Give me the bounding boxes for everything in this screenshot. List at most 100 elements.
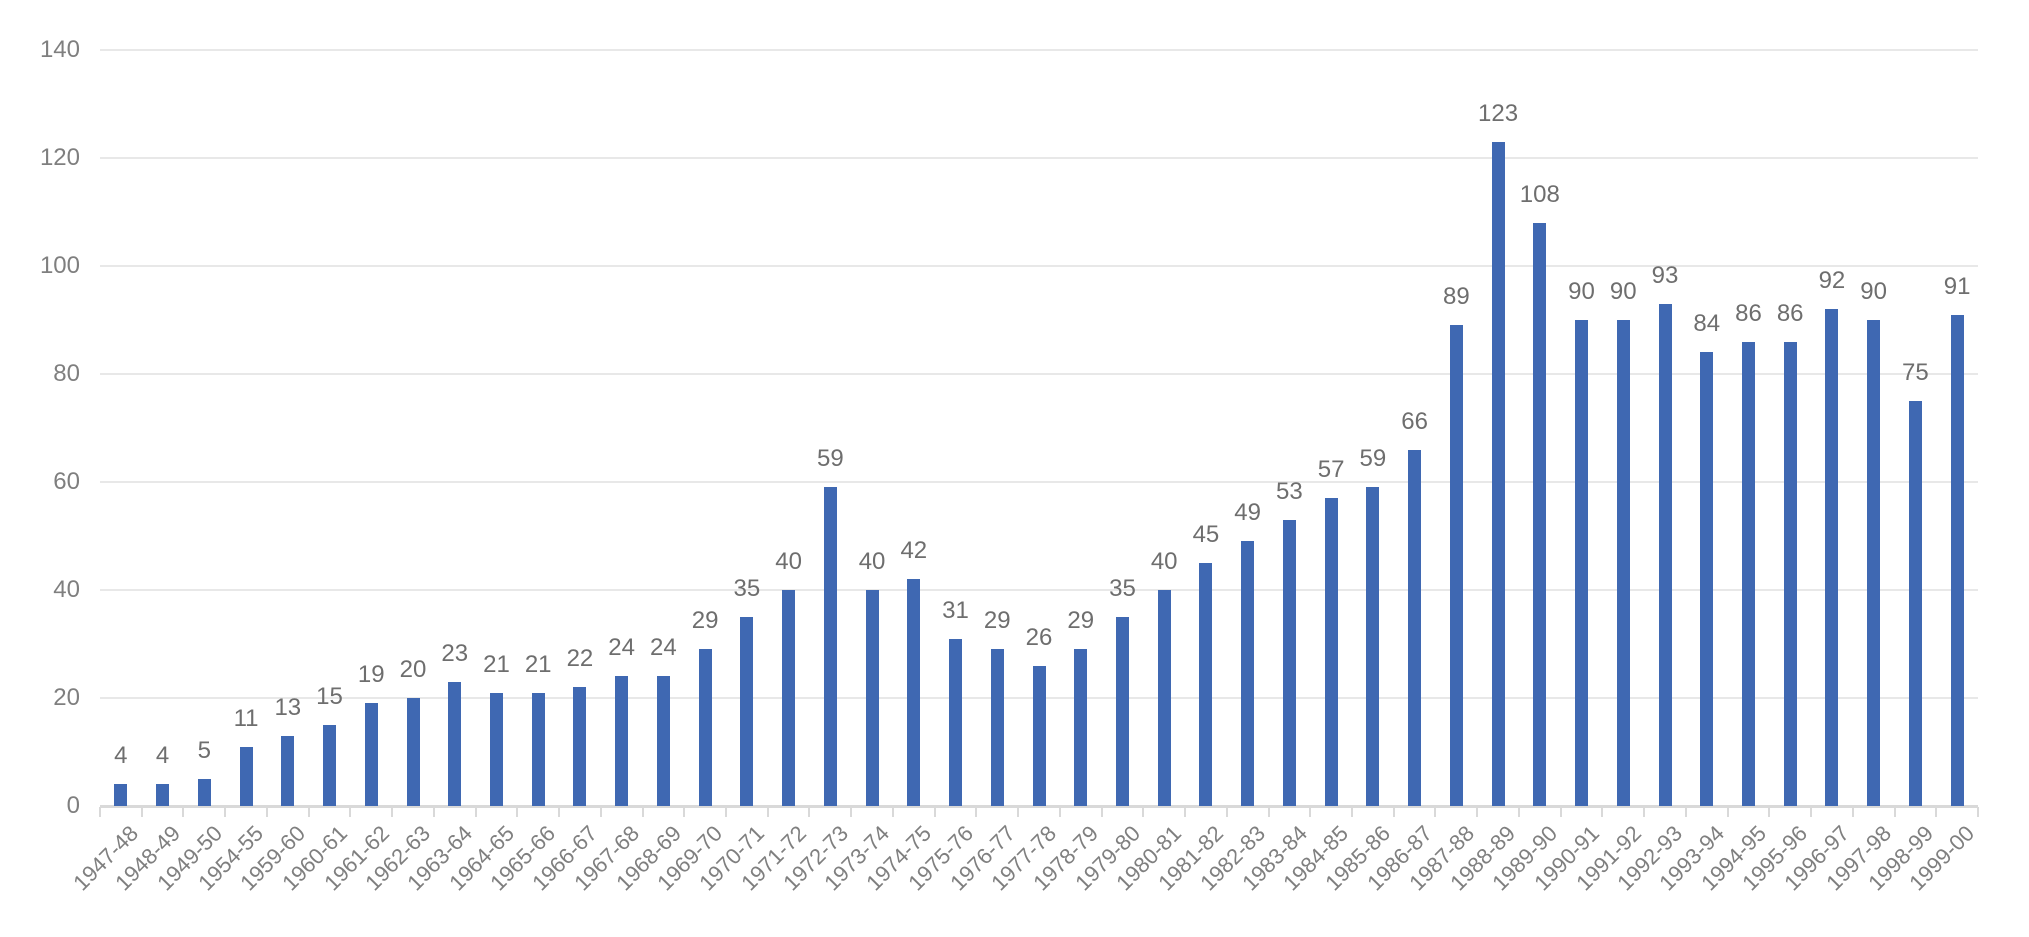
bar[interactable] (656, 676, 670, 806)
bar[interactable] (1950, 314, 1964, 806)
data-label: 29 (691, 607, 719, 635)
bar[interactable] (698, 649, 712, 806)
y-axis-tick-label: 80 (53, 360, 80, 387)
bar[interactable] (1157, 590, 1171, 806)
x-axis-tick (808, 807, 811, 817)
data-label: 53 (1276, 477, 1303, 505)
x-axis-tick (474, 807, 477, 817)
data-label: 93 (1651, 261, 1679, 289)
gridline (100, 373, 1978, 375)
bar[interactable] (1324, 498, 1338, 806)
x-axis-tick (224, 807, 227, 817)
bar[interactable] (1658, 303, 1672, 806)
bar[interactable] (239, 746, 253, 806)
data-label: 29 (983, 607, 1011, 635)
bar[interactable] (990, 649, 1004, 806)
data-label: 22 (566, 645, 594, 673)
bar[interactable] (531, 692, 545, 806)
bar[interactable] (406, 698, 420, 806)
x-axis-tick (850, 807, 853, 817)
x-axis-tick (1851, 807, 1854, 817)
gridline (100, 589, 1978, 591)
bar[interactable] (1282, 519, 1296, 806)
bar[interactable] (1366, 487, 1380, 806)
bar[interactable] (1533, 222, 1547, 806)
bar[interactable] (1074, 649, 1088, 806)
bar[interactable] (1408, 449, 1422, 806)
x-axis-tick (641, 807, 644, 817)
x-axis-tick (1017, 807, 1020, 817)
data-label: 66 (1401, 407, 1428, 435)
bar[interactable] (323, 725, 337, 806)
bar[interactable] (1616, 320, 1630, 806)
x-axis-tick (891, 807, 894, 817)
data-label: 23 (441, 639, 469, 667)
bar[interactable] (1700, 352, 1714, 806)
bar[interactable] (573, 687, 587, 806)
bar[interactable] (197, 779, 211, 806)
bar[interactable] (782, 590, 796, 806)
x-axis-tick (599, 807, 602, 817)
x-axis-tick (1392, 807, 1395, 817)
bar[interactable] (1449, 325, 1463, 806)
bar[interactable] (114, 784, 128, 806)
y-axis-tick-label: 20 (53, 684, 80, 711)
x-axis-tick (1225, 807, 1228, 817)
x-axis-tick (1643, 807, 1646, 817)
bar[interactable] (1783, 341, 1797, 806)
bar[interactable] (1867, 320, 1881, 806)
data-label: 26 (1025, 623, 1053, 651)
bar[interactable] (364, 703, 378, 806)
bar[interactable] (489, 692, 503, 806)
bar[interactable] (1741, 341, 1755, 806)
data-label: 59 (1359, 445, 1387, 473)
bar[interactable] (1115, 617, 1129, 806)
bar[interactable] (1825, 309, 1839, 806)
bar[interactable] (740, 617, 754, 806)
data-label: 13 (274, 693, 302, 721)
bar[interactable] (281, 735, 295, 806)
x-axis-tick (1309, 807, 1312, 817)
bar[interactable] (907, 579, 921, 806)
data-label: 92 (1818, 267, 1846, 295)
data-label: 45 (1192, 521, 1220, 548)
x-axis-tick (1810, 807, 1813, 817)
bar[interactable] (865, 590, 879, 806)
x-axis-tick (140, 807, 143, 817)
data-label: 86 (1735, 299, 1762, 327)
data-label: 24 (608, 634, 635, 662)
bar[interactable] (1032, 665, 1046, 806)
bar[interactable] (448, 681, 462, 806)
x-axis-tick (182, 807, 185, 817)
x-axis-tick (1601, 807, 1604, 817)
bar[interactable] (823, 487, 837, 806)
x-axis-tick (432, 807, 435, 817)
data-label: 19 (357, 661, 385, 689)
bar[interactable] (1199, 563, 1213, 806)
data-label: 4 (155, 742, 170, 770)
data-label: 75 (1902, 359, 1929, 386)
data-label: 29 (1067, 607, 1095, 635)
bar[interactable] (949, 638, 963, 806)
data-label: 31 (942, 596, 969, 624)
y-axis-tick-label: 100 (39, 252, 80, 279)
y-axis-tick-label: 0 (66, 792, 80, 819)
y-axis-tick-label: 140 (39, 36, 80, 63)
data-label: 20 (399, 656, 427, 683)
bar[interactable] (1575, 320, 1589, 806)
bar[interactable] (156, 784, 170, 806)
x-axis-tick (1100, 807, 1103, 817)
bar[interactable] (615, 676, 629, 806)
bar[interactable] (1241, 541, 1255, 806)
data-label: 90 (1860, 278, 1887, 305)
x-axis-tick (1434, 807, 1437, 817)
bar[interactable] (1908, 401, 1922, 806)
data-label: 57 (1317, 456, 1345, 484)
x-axis-tick (1142, 807, 1145, 817)
x-axis-tick (1476, 807, 1479, 817)
bar[interactable] (1491, 141, 1505, 806)
gridline (100, 265, 1978, 267)
gridline (100, 157, 1978, 159)
x-axis-tick (391, 807, 394, 817)
data-label: 42 (900, 537, 928, 565)
